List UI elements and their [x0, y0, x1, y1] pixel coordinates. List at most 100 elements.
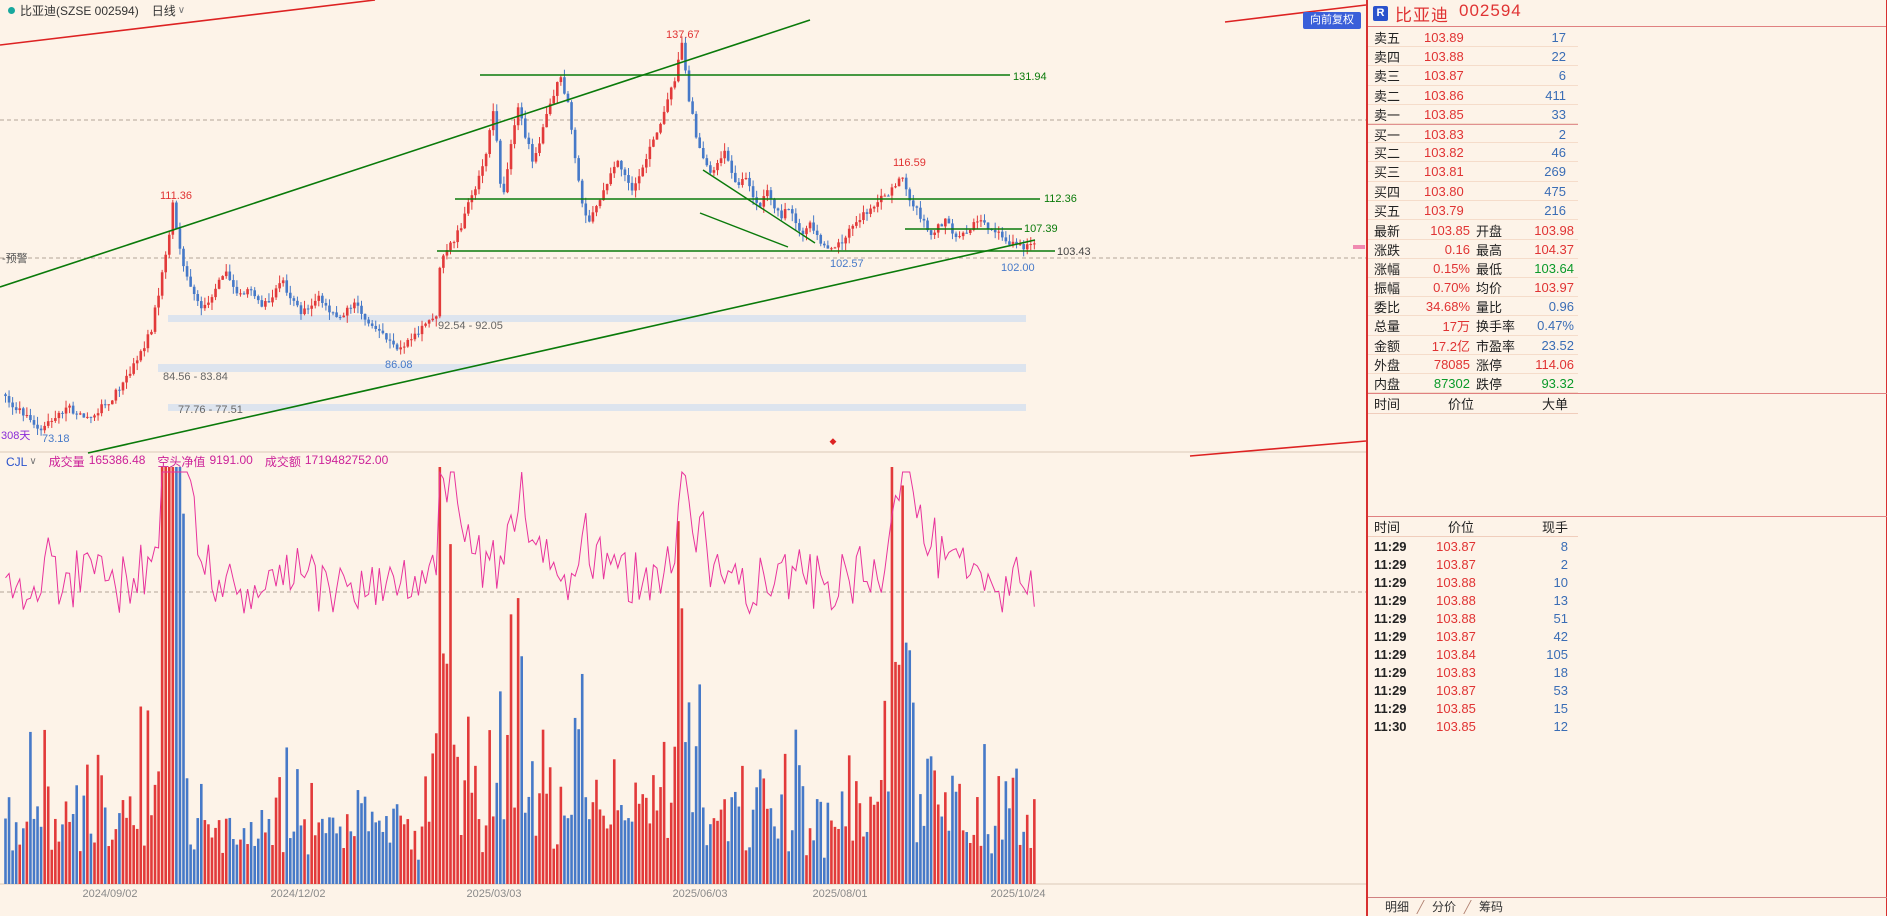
level-price: 103.82: [1424, 145, 1464, 161]
trade-qty: 53: [1553, 682, 1568, 698]
trade-qty: 8: [1560, 538, 1568, 554]
indicator-selector[interactable]: CJL ∨: [6, 455, 37, 469]
big-orders-section: 时间 价位 大单: [1368, 393, 1887, 414]
column-header: 时间: [1374, 520, 1401, 535]
trade-price: 103.87: [1436, 682, 1476, 698]
price-chart-canvas[interactable]: 137.67 116.59 111.36 131.94 112.36 107.39 103.…: [0, 0, 1366, 916]
level-qty: 33: [1551, 106, 1566, 122]
panel-tabs: 明细 分价 筹码: [1368, 897, 1887, 916]
order-book-row[interactable]: 卖二 103.86 411: [1368, 86, 1578, 105]
trade-qty: 15: [1553, 700, 1568, 716]
trade-time: 11:29: [1374, 556, 1407, 572]
days-countdown-label: 308天: [1, 430, 31, 442]
stat-label: 涨停: [1476, 357, 1503, 373]
trade-qty: 51: [1553, 610, 1568, 626]
chevron-down-icon: ∨: [29, 456, 37, 467]
indicator-item: 空头净值 9191.00: [157, 453, 252, 470]
stock-code: 002594: [1459, 0, 1522, 20]
svg-text:107.39: 107.39: [1024, 223, 1058, 235]
stat-value: 87302: [1433, 375, 1470, 391]
svg-text:86.08: 86.08: [385, 359, 413, 371]
level-label: 卖二: [1374, 88, 1401, 104]
chart-title-bar: 比亚迪(SZSE 002594) 日线 ∨: [8, 2, 185, 19]
order-book-row[interactable]: 买四 103.80 475: [1368, 182, 1578, 201]
panel-tab[interactable]: 筹码: [1479, 900, 1504, 914]
order-book-row[interactable]: 买二 103.82 46: [1368, 143, 1578, 163]
level-qty: 6: [1558, 68, 1566, 84]
level-label: 买四: [1374, 184, 1401, 200]
svg-text:2024/12/02: 2024/12/02: [270, 888, 325, 900]
level-price: 103.87: [1424, 68, 1464, 84]
stat-value: 103.64: [1534, 261, 1574, 277]
svg-text:112.36: 112.36: [1044, 193, 1077, 205]
level-label: 卖四: [1374, 50, 1401, 66]
order-book-row[interactable]: 卖五 103.89 17: [1368, 28, 1578, 48]
level-qty: 17: [1551, 30, 1566, 45]
alert-line-label: -预警: [2, 253, 28, 265]
stat-value: 103.85: [1430, 223, 1470, 238]
indicator-label: 成交量: [48, 455, 85, 469]
stat-value: 0.96: [1548, 299, 1574, 315]
level-label: 买二: [1374, 146, 1401, 162]
level-label: 卖一: [1374, 107, 1401, 123]
order-book: 卖五 103.89 17 卖四 103.88 22 卖三 103.87 6 卖二 103.86 411…: [1368, 28, 1887, 220]
trade-qty: 2: [1560, 556, 1568, 572]
indicator-item: 成交量 165386.48: [49, 453, 146, 470]
trade-qty: 12: [1553, 718, 1568, 734]
trade-time: 11:30: [1374, 718, 1407, 734]
trade-price: 103.88: [1436, 610, 1476, 626]
trade-price: 103.85: [1436, 700, 1476, 716]
indicator-label: 空头净值: [157, 455, 206, 469]
stat-row: 最新 103.85 开盘 103.98: [1368, 221, 1578, 241]
stat-value: 104.37: [1534, 242, 1574, 258]
stat-label: 总量: [1374, 319, 1401, 335]
svg-text:2025/03/03: 2025/03/03: [466, 888, 521, 900]
stat-row: 振幅 0.70% 均价 103.97: [1368, 278, 1578, 298]
level-qty: 46: [1551, 145, 1566, 161]
svg-text:102.00: 102.00: [1001, 262, 1035, 274]
quote-title: 比亚迪 002594: [1395, 1, 1522, 26]
svg-text:◆: ◆: [830, 436, 837, 446]
quote-header: R 比亚迪 002594: [1368, 0, 1886, 27]
forward-adjust-button[interactable]: 向前复权: [1303, 12, 1361, 29]
level-label: 卖三: [1374, 69, 1401, 85]
level-price: 103.88: [1424, 49, 1464, 65]
order-book-row[interactable]: 买一 103.83 2: [1368, 123, 1578, 144]
order-book-row[interactable]: 卖三 103.87 6: [1368, 66, 1578, 86]
level-price: 103.86: [1424, 87, 1464, 103]
stat-row: 委比 34.68% 量比 0.96: [1368, 297, 1578, 317]
svg-text:111.36: 111.36: [160, 190, 192, 202]
level-price: 103.80: [1424, 183, 1464, 199]
trade-row: 11:29 103.83 18: [1368, 663, 1578, 681]
stat-value: 0.16: [1444, 242, 1470, 258]
stat-label: 换手率: [1476, 319, 1516, 335]
order-book-row[interactable]: 卖一 103.85 33: [1368, 105, 1578, 124]
stat-label: 金额: [1374, 338, 1401, 354]
trade-time: 11:29: [1374, 574, 1407, 590]
stat-value: 114.06: [1535, 356, 1574, 372]
trade-time: 11:29: [1374, 628, 1407, 644]
order-book-row[interactable]: 买三 103.81 269: [1368, 162, 1578, 182]
indicator-value: 1719482752.00: [304, 453, 389, 467]
level-qty: 475: [1544, 183, 1566, 199]
svg-text:92.54 - 92.05: 92.54 - 92.05: [438, 320, 503, 332]
order-book-row[interactable]: 买五 103.79 216: [1368, 201, 1578, 220]
trade-price: 103.88: [1436, 574, 1476, 590]
svg-text:102.57: 102.57: [830, 258, 864, 270]
period-selector[interactable]: 日线 ∨: [152, 2, 185, 19]
level-price: 103.85: [1424, 106, 1464, 122]
svg-text:131.94: 131.94: [1013, 71, 1047, 83]
indicator-value: 9191.00: [209, 453, 253, 467]
stat-label: 外盘: [1374, 357, 1401, 373]
trade-qty: 10: [1553, 574, 1568, 590]
trade-price: 103.84: [1436, 646, 1476, 662]
panel-tab[interactable]: 明细: [1385, 900, 1410, 914]
panel-tab[interactable]: 分价: [1432, 900, 1457, 914]
trades-header: 时间 价位 现手: [1368, 517, 1578, 537]
stat-value: 23.52: [1541, 337, 1574, 353]
stat-value: 78085: [1433, 356, 1470, 372]
trade-qty: 42: [1553, 628, 1568, 644]
order-book-row[interactable]: 卖四 103.88 22: [1368, 47, 1578, 67]
chart-area: 137.67 116.59 111.36 131.94 112.36 107.39 103.…: [0, 0, 1366, 916]
